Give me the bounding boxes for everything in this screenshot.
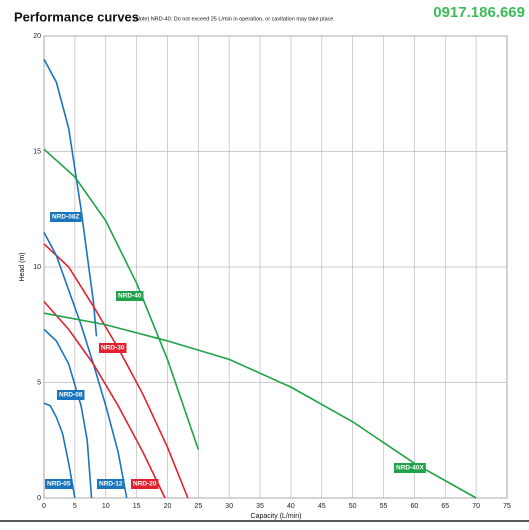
series-line <box>43 312 477 499</box>
phone-annotation: 0917.186.669 <box>433 4 525 21</box>
y-tick-label: 10 <box>33 264 41 271</box>
x-tick-label: 30 <box>225 503 233 510</box>
y-tick-label: 15 <box>33 148 41 155</box>
x-tick-label: 50 <box>349 503 357 510</box>
series-line <box>43 328 93 499</box>
legend-label: NRD-05 <box>47 481 71 488</box>
x-tick-label: 65 <box>441 503 449 510</box>
legend-box <box>99 343 127 353</box>
x-tick-label: 5 <box>73 503 77 510</box>
legend-box <box>97 479 125 489</box>
x-tick-label: 10 <box>102 503 110 510</box>
x-tick-label: 60 <box>411 503 419 510</box>
series-line <box>43 148 200 450</box>
legend-label: NRD-08 <box>59 392 83 399</box>
x-tick-label: 75 <box>503 503 511 510</box>
x-tick-label: 0 <box>42 503 46 510</box>
legend-label: NRD-30 <box>101 345 125 352</box>
legend-box <box>57 390 85 400</box>
y-tick-label: 20 <box>33 33 41 40</box>
y-tick-label: 0 <box>37 495 41 502</box>
series-line <box>43 402 76 499</box>
legend-box <box>116 291 144 301</box>
x-tick-label: 20 <box>164 503 172 510</box>
x-tick-label: 70 <box>472 503 480 510</box>
x-tick-label: 55 <box>380 503 388 510</box>
y-axis-label: Head (m) <box>19 252 26 281</box>
series-line <box>43 231 128 499</box>
legend-box <box>50 212 82 222</box>
legend-label: NRD-08Z <box>52 214 79 221</box>
legend-label: NRD-40X <box>396 465 424 472</box>
legend-label: NRD-20 <box>133 481 157 488</box>
legend-label: NRD-40 <box>118 293 142 300</box>
x-tick-label: 40 <box>287 503 295 510</box>
legend-box <box>394 463 426 473</box>
x-tick-label: 45 <box>318 503 326 510</box>
y-tick-label: 5 <box>37 379 41 386</box>
chart-title: Performance curves <box>14 9 139 24</box>
series-line <box>43 301 166 499</box>
legend-box <box>45 479 73 489</box>
chart-note: (Note) NRD-40: Do not exceed 25 L/min in… <box>134 16 335 22</box>
x-axis-label: Capacity (L/min) <box>251 513 302 520</box>
x-tick-label: 25 <box>194 503 202 510</box>
x-tick-label: 35 <box>256 503 264 510</box>
x-tick-label: 15 <box>133 503 141 510</box>
legend-box <box>131 479 159 489</box>
legend-label: NRD-12 <box>99 481 123 488</box>
